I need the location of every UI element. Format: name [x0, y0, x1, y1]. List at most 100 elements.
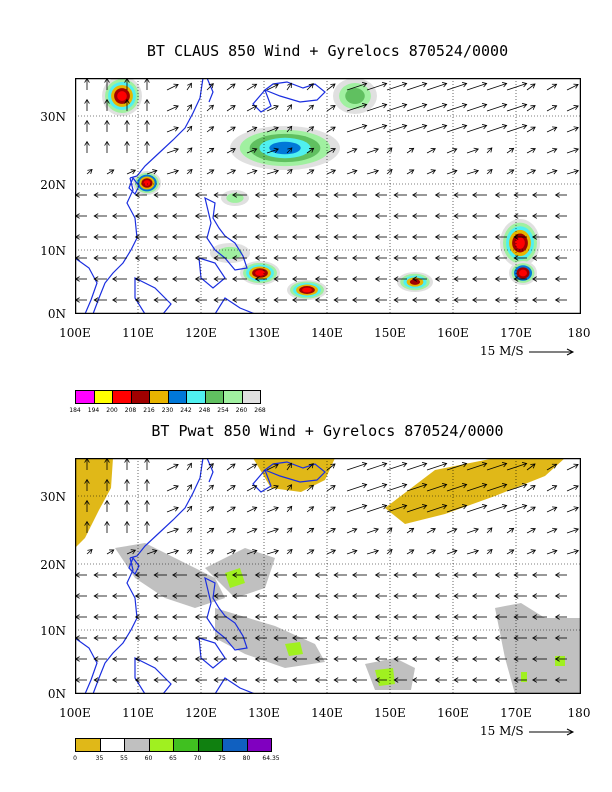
wind-vector: [153, 192, 167, 198]
wind-vector: [186, 462, 192, 471]
wind-vector: [213, 677, 227, 683]
wind-vector: [326, 528, 336, 534]
wind-vector: [266, 147, 279, 154]
wind-vector: [406, 169, 415, 175]
wind-vector: [292, 255, 307, 261]
wind-vector: [144, 478, 150, 491]
wind-vector: [566, 463, 579, 471]
wind-vector: [226, 83, 236, 91]
wind-vector: [166, 147, 179, 154]
wind-vector: [213, 614, 227, 620]
wind-vector: [406, 462, 428, 471]
coastline-path: [75, 257, 98, 314]
wind-vector: [124, 478, 130, 491]
wind-vector: [286, 527, 293, 534]
wind-vector: [486, 527, 493, 534]
wind-vector: [194, 572, 207, 578]
wind-vector: [393, 656, 407, 662]
coastline-path: [128, 176, 140, 196]
wind-vector: [266, 83, 279, 91]
wind-vector: [194, 213, 207, 219]
panel1-colorbar-tick-label: 254: [217, 407, 229, 414]
wind-vector: [412, 255, 427, 261]
wind-vector: [472, 677, 487, 683]
wind-vector: [246, 126, 258, 133]
wind-vector: [213, 572, 227, 578]
wind-vector: [186, 527, 193, 534]
panel1-colorbar-tick-label: 230: [161, 407, 174, 414]
wind-vector: [366, 124, 388, 133]
wind-vector: [532, 276, 547, 282]
wind-vector: [506, 504, 528, 513]
wind-vector: [232, 234, 247, 240]
wind-vector: [206, 104, 215, 112]
wind-vector: [554, 635, 567, 641]
wind-vector: [513, 297, 527, 303]
wind-vector: [153, 572, 167, 578]
wind-vector: [326, 126, 336, 133]
panel2-lon-140e: 140E: [311, 706, 343, 720]
wind-vector: [546, 506, 558, 513]
wind-vector: [286, 505, 293, 513]
wind-vector: [93, 635, 107, 641]
wind-vector: [246, 485, 258, 492]
panel1-lon-140e: 140E: [311, 326, 343, 340]
wind-vector: [266, 527, 279, 534]
wind-vector: [93, 677, 107, 683]
wind-vector: [566, 485, 579, 492]
wind-vector: [412, 297, 427, 303]
wind-vector: [134, 192, 147, 198]
panel2-lat-20n: 20N: [40, 558, 66, 572]
wind-vector: [333, 614, 347, 620]
wind-vector: [532, 255, 547, 261]
wind-vector: [526, 148, 536, 154]
wind-vector: [206, 527, 215, 534]
wind-vector: [406, 124, 428, 133]
panel2-lat-10n: 10N: [40, 624, 66, 638]
wind-vector: [426, 504, 448, 513]
wind-vector: [352, 276, 367, 282]
coastline-path: [214, 677, 256, 694]
wind-vector: [75, 276, 87, 282]
wind-vector: [374, 255, 387, 261]
cloud-contour: [345, 88, 365, 104]
wind-vector: [144, 499, 150, 512]
wind-vector: [172, 234, 187, 240]
wind-vector: [333, 192, 347, 198]
wind-vector: [314, 213, 327, 219]
wind-vector: [494, 297, 507, 303]
wind-vector: [453, 297, 467, 303]
wind-vector: [374, 593, 387, 599]
wind-vector: [453, 213, 467, 219]
wind-vector: [513, 614, 527, 620]
panel1-lat-0n: 0N: [47, 307, 66, 321]
wind-vector: [292, 593, 307, 599]
wind-vector: [366, 82, 388, 91]
wind-vector: [266, 485, 279, 492]
wind-vector: [566, 147, 579, 154]
wind-vector: [266, 549, 280, 555]
wind-vector: [112, 192, 127, 198]
wind-vector: [186, 505, 193, 513]
wind-vector: [254, 572, 267, 578]
wind-vector: [232, 572, 247, 578]
wind-vector: [446, 103, 468, 112]
wind-vector: [106, 549, 115, 555]
wind-vector: [554, 192, 567, 198]
wind-vector: [446, 147, 458, 154]
wind-vector: [213, 297, 227, 303]
wind-vector: [412, 593, 427, 599]
wind-vector: [254, 614, 267, 620]
wind-vector: [246, 549, 258, 555]
wind-vector: [506, 462, 528, 471]
wind-vector: [453, 276, 467, 282]
wind-vector: [273, 276, 287, 282]
wind-vector: [292, 572, 307, 578]
wind-vector: [546, 485, 558, 492]
panel2-colorbar-swatch: [173, 738, 199, 752]
wind-vector: [286, 484, 293, 492]
wind-vector: [346, 549, 358, 555]
pwat-contour: [555, 656, 565, 666]
wind-vector: [172, 614, 187, 620]
cloud-contour: [143, 180, 151, 186]
